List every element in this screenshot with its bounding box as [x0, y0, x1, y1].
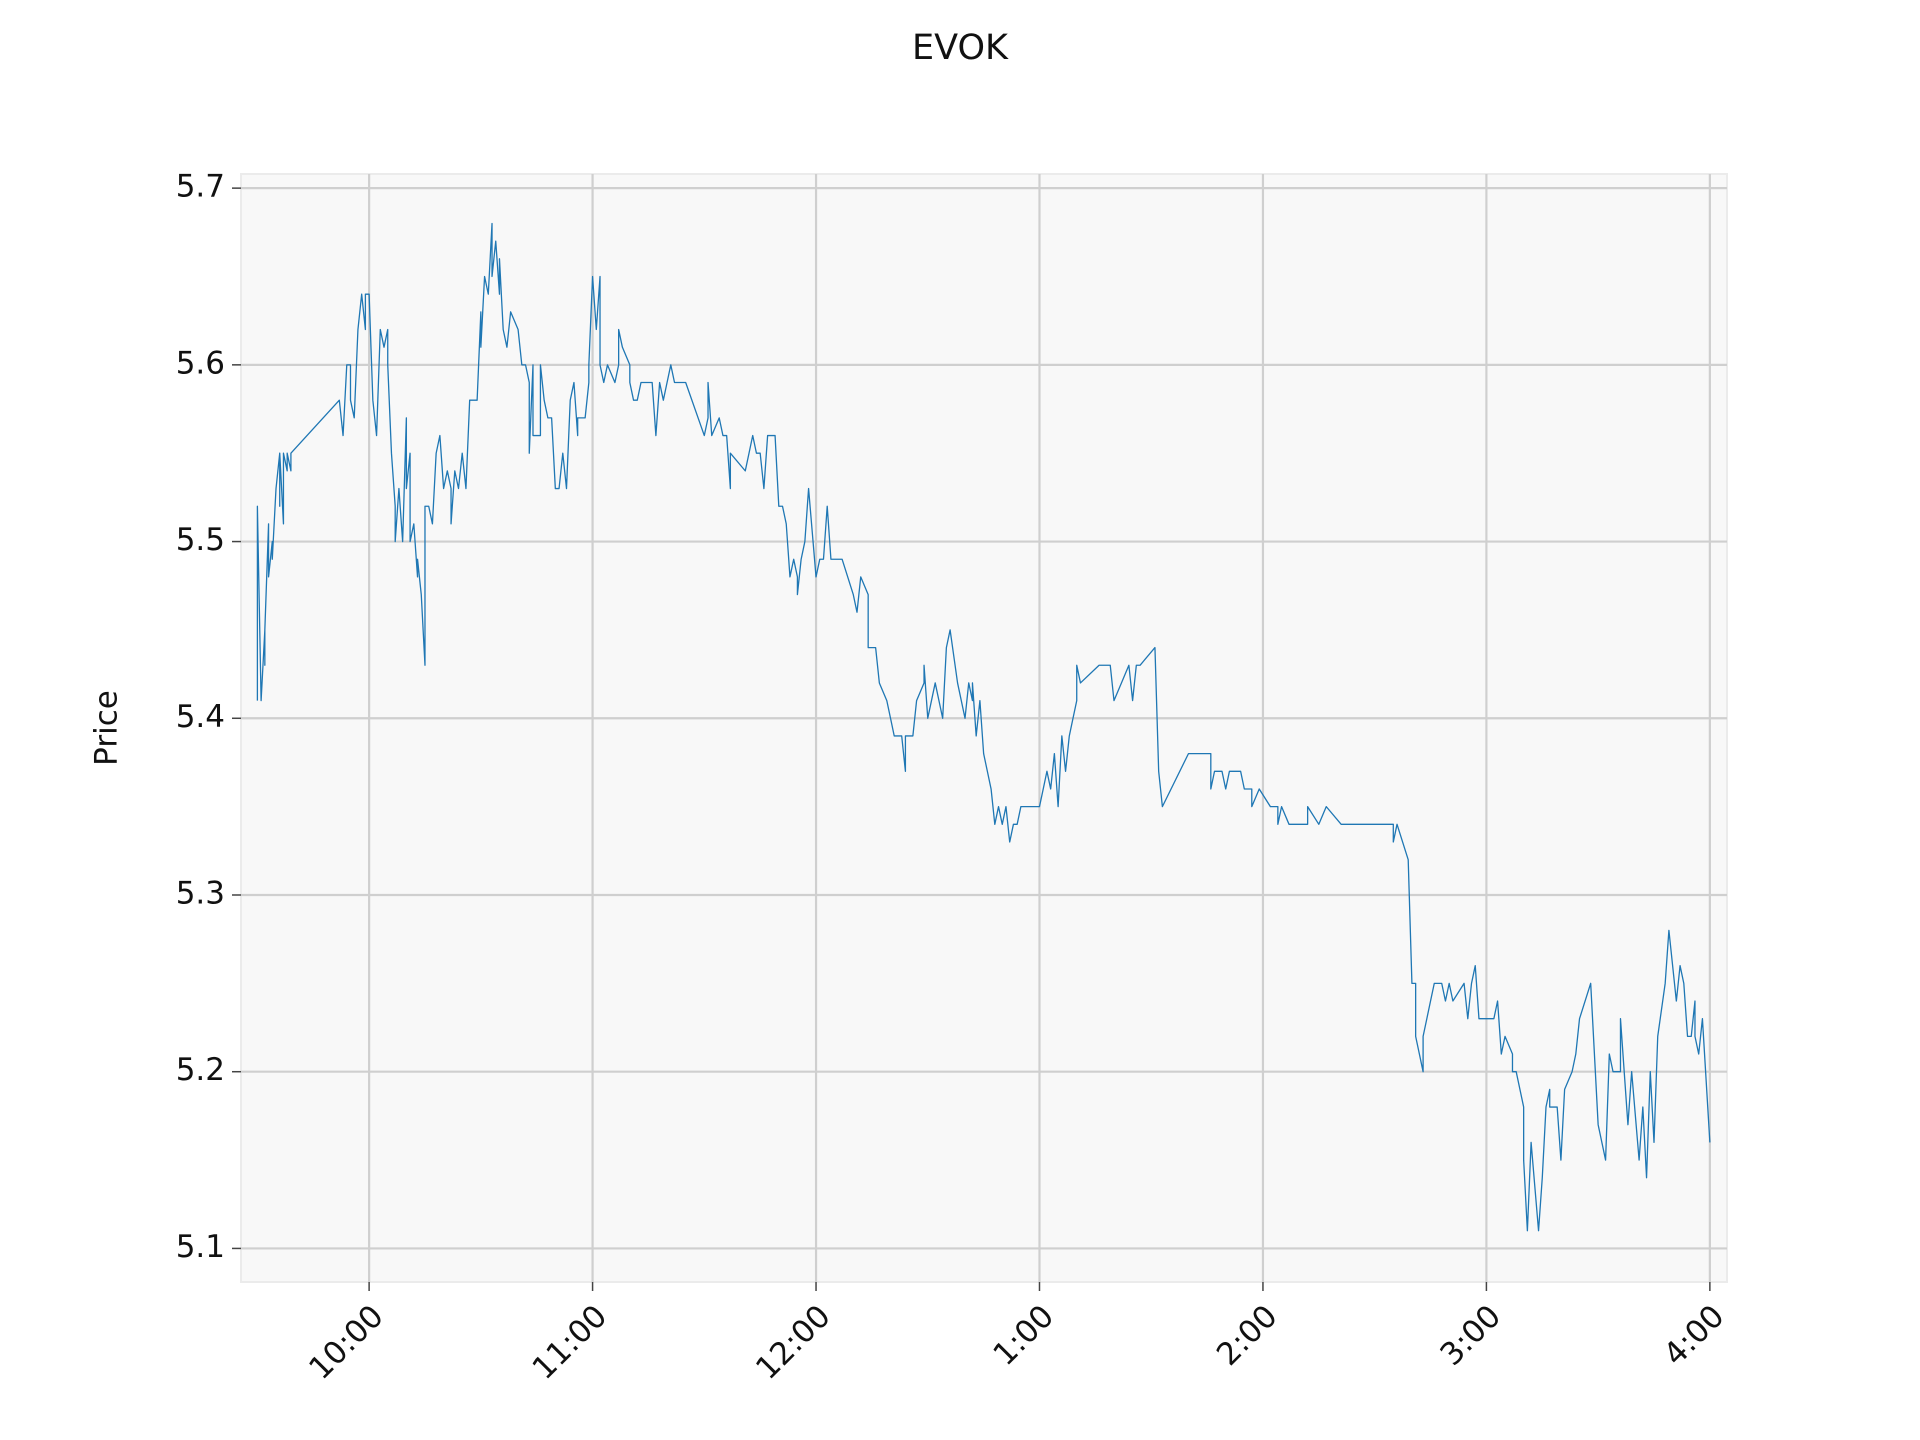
y-tick-label: 5.2 [176, 1052, 225, 1088]
y-axis-label: Price [89, 690, 125, 766]
x-tick-label: 11:00 [526, 1298, 615, 1387]
y-tick-label: 5.6 [176, 345, 225, 381]
y-tick-label: 5.4 [176, 699, 225, 735]
x-tick-label: 2:00 [1210, 1298, 1285, 1373]
price-line [256, 222, 1711, 1232]
x-tick-label: 4:00 [1657, 1298, 1732, 1373]
plot-area [240, 173, 1728, 1283]
y-tick-label: 5.7 [176, 169, 225, 205]
y-tick-label: 5.1 [176, 1229, 225, 1265]
x-tick-label: 1:00 [986, 1298, 1061, 1373]
y-tick-label: 5.5 [176, 522, 225, 558]
y-tick-label: 5.3 [176, 875, 225, 911]
x-tick-label: 10:00 [302, 1298, 391, 1387]
x-tick-label: 3:00 [1433, 1298, 1508, 1373]
chart-title: EVOK [912, 28, 1009, 68]
x-tick-label: 12:00 [749, 1298, 838, 1387]
